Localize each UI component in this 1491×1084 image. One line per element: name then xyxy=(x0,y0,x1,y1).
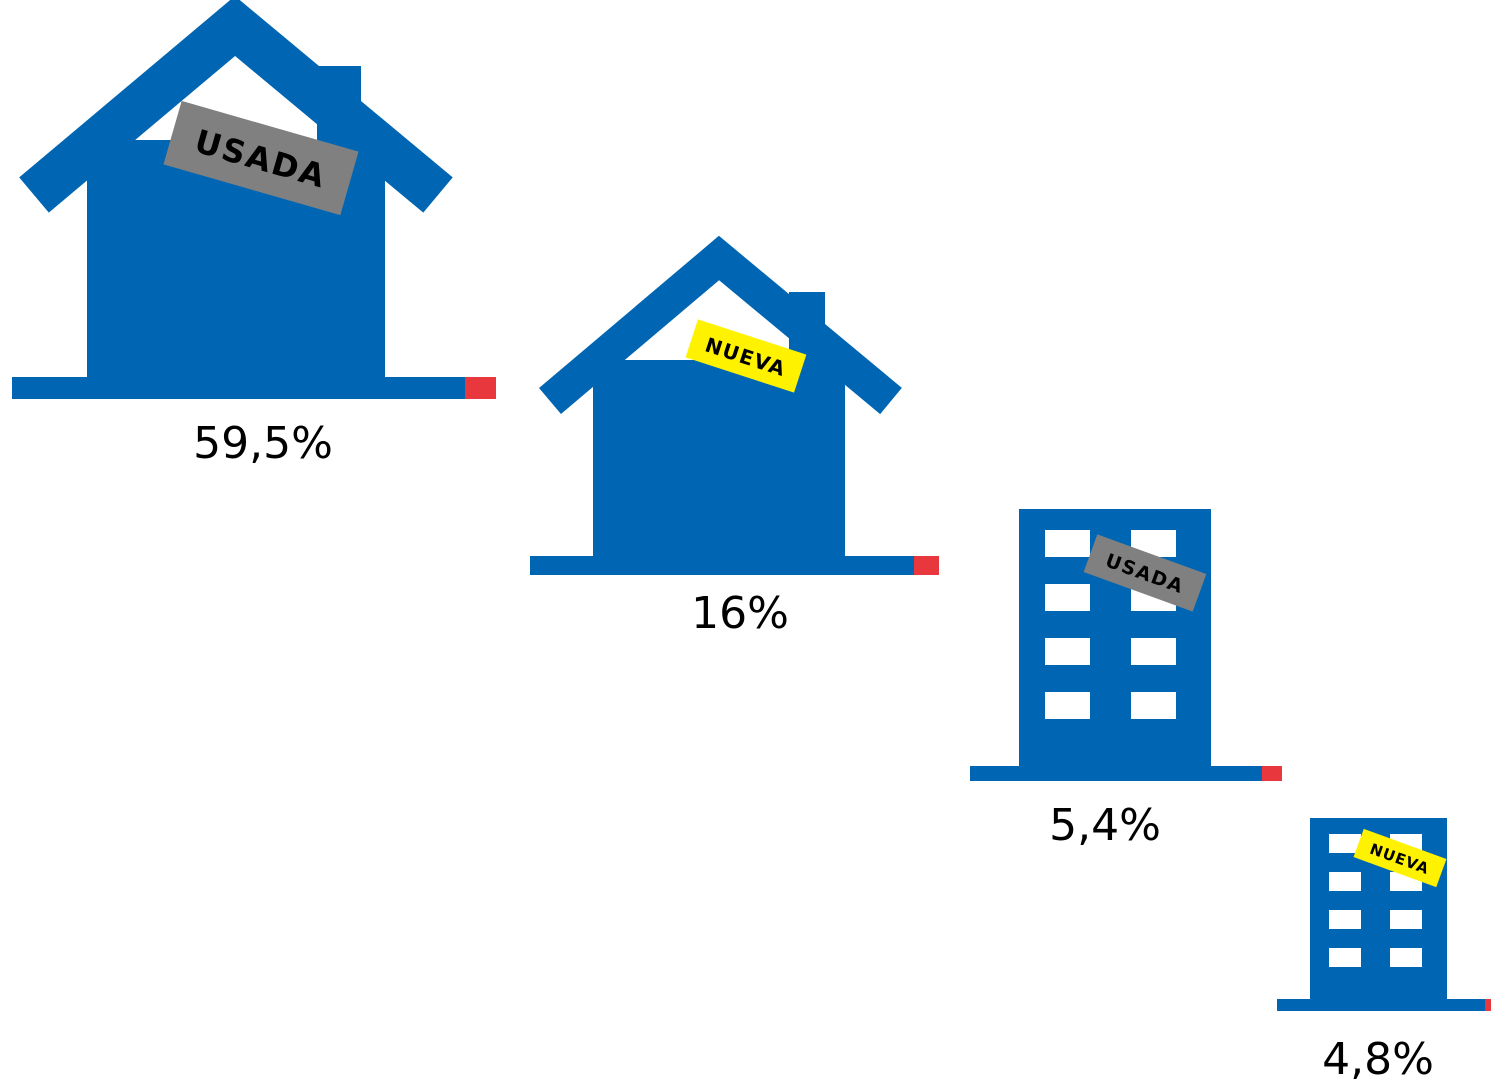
house-icon xyxy=(12,0,496,399)
apartment-building-icon xyxy=(970,509,1282,781)
value-label: 5,4% xyxy=(1049,800,1161,851)
ground-accent xyxy=(914,556,939,575)
value-label: 16% xyxy=(691,588,789,639)
item-new-house: NUEVA 16% xyxy=(530,235,939,639)
item-used-house: USADA 59,5% xyxy=(12,0,496,469)
ground-accent xyxy=(1262,766,1282,781)
value-label: 59,5% xyxy=(193,418,333,469)
building-windows xyxy=(1329,834,1422,967)
tag-background xyxy=(685,319,807,393)
house-roof xyxy=(19,0,453,213)
ground-accent xyxy=(465,377,496,399)
item-new-apartment: NUEVA 4,8% xyxy=(1277,818,1491,1084)
value-label: 4,8% xyxy=(1322,1034,1434,1084)
ground-line xyxy=(530,556,920,575)
house-roof xyxy=(539,235,902,415)
ground-accent xyxy=(1485,999,1491,1011)
ground-line xyxy=(12,377,468,399)
building-windows xyxy=(1045,530,1176,719)
tag-background xyxy=(1353,828,1447,888)
tag-background xyxy=(163,100,359,216)
tag-background xyxy=(1083,534,1207,612)
item-used-apartment: USADA 5,4% xyxy=(970,509,1282,851)
condition-tag: NUEVA xyxy=(685,319,807,393)
house-body xyxy=(593,360,845,560)
house-icon xyxy=(530,235,939,575)
